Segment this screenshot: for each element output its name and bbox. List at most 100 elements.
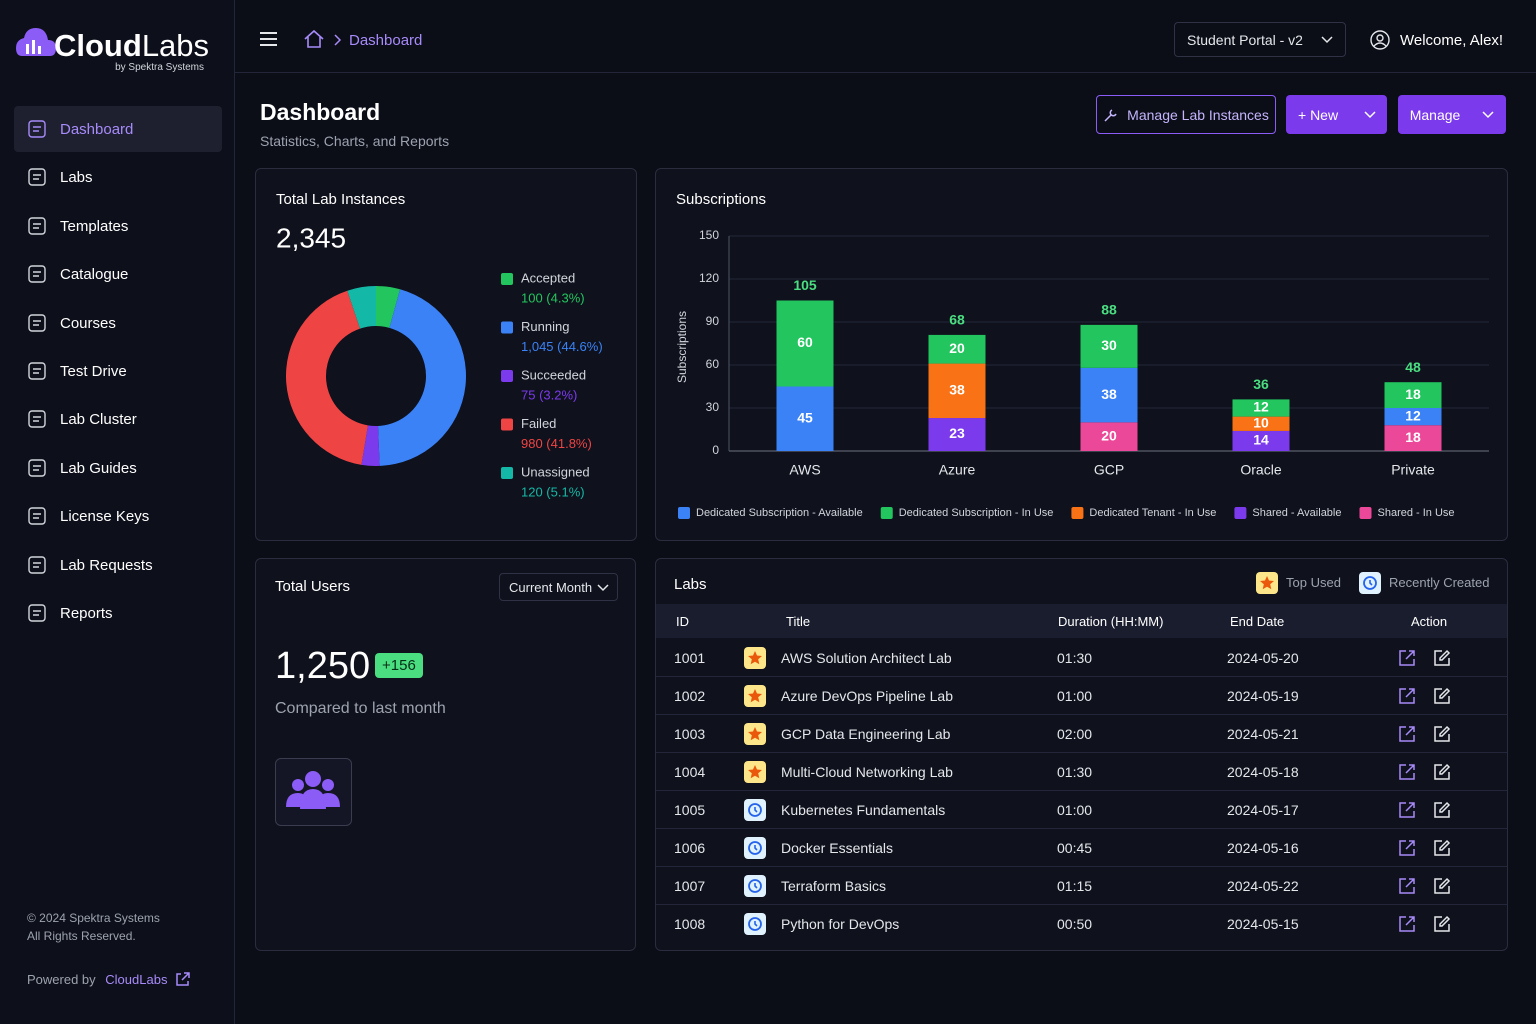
cell: 2024-05-16 bbox=[1227, 840, 1299, 856]
open-action[interactable] bbox=[1398, 763, 1416, 781]
open-action[interactable] bbox=[1398, 877, 1416, 895]
donut-chart: Total Lab Instances 2,345 Accepted 100 (4… bbox=[276, 191, 603, 499]
y-tick-label: 120 bbox=[699, 271, 719, 285]
segment-label: 38 bbox=[1101, 386, 1117, 402]
icon-shape bbox=[1434, 839, 1451, 856]
icon-shape bbox=[1260, 576, 1274, 590]
cell: 2024-05-15 bbox=[1227, 916, 1299, 932]
total-label: 48 bbox=[1405, 359, 1421, 375]
legend-value: 120 (5.1%) bbox=[521, 484, 585, 499]
nav-item[interactable]: Labs bbox=[14, 154, 222, 200]
table-row[interactable]: 1004 Multi-Cloud Networking Lab 01:30 2024-… bbox=[656, 753, 1507, 791]
icon-shape bbox=[1369, 580, 1373, 586]
logo: CloudLabs bbox=[54, 28, 209, 64]
table-row[interactable]: 1003 GCP Data Engineering Lab 02:00 2024-05… bbox=[656, 715, 1507, 753]
table-row[interactable]: 1008 Python for DevOps 00:50 2024-05-15 bbox=[656, 905, 1507, 943]
nav-label: Lab Requests bbox=[60, 556, 153, 574]
menu-icon[interactable] bbox=[259, 30, 279, 48]
recent-icon bbox=[744, 875, 766, 897]
open-action[interactable] bbox=[1398, 725, 1416, 743]
manage-instances-button[interactable]: Manage Lab Instances bbox=[1096, 95, 1276, 134]
icon-shape bbox=[28, 120, 46, 138]
nav-item[interactable]: Catalogue bbox=[14, 251, 222, 297]
table-row[interactable]: 1005 Kubernetes Fundamentals 01:00 2024-05-… bbox=[656, 791, 1507, 829]
cell: Multi-Cloud Networking Lab bbox=[781, 764, 953, 780]
star-icon bbox=[744, 761, 766, 783]
cell: 1005 bbox=[674, 802, 706, 818]
star-icon bbox=[744, 647, 766, 669]
total-label: 105 bbox=[793, 277, 817, 293]
icon-shape bbox=[28, 410, 46, 429]
legend-label: Unassigned bbox=[521, 464, 590, 479]
open-action[interactable] bbox=[1398, 649, 1416, 667]
user-icon[interactable] bbox=[1370, 30, 1390, 50]
legend-swatch bbox=[501, 418, 513, 431]
legend-value: 1,045 (44.6%) bbox=[521, 339, 603, 354]
powered-link[interactable]: CloudLabs bbox=[105, 972, 168, 987]
bar-segment bbox=[1080, 422, 1138, 451]
edit-action[interactable] bbox=[1433, 877, 1451, 895]
edit-action[interactable] bbox=[1433, 763, 1451, 781]
nav-item[interactable]: Courses bbox=[14, 300, 222, 346]
icon-shape bbox=[1434, 763, 1451, 780]
wrench-icon bbox=[1104, 108, 1117, 122]
nav-icon bbox=[28, 410, 46, 429]
table-row[interactable]: 1001 AWS Solution Architect Lab 01:30 2024-… bbox=[656, 639, 1507, 677]
open-action[interactable] bbox=[1398, 687, 1416, 705]
icon-shape bbox=[748, 803, 762, 817]
legend-label: Dedicated Subscription - In Use bbox=[899, 507, 1054, 519]
nav-item[interactable]: Lab Requests bbox=[14, 542, 222, 588]
edit-action[interactable] bbox=[1433, 687, 1451, 705]
user-count: 1,250 bbox=[275, 645, 371, 687]
nav-item[interactable]: Lab Guides bbox=[14, 445, 222, 491]
icon-shape bbox=[748, 689, 762, 703]
external-icon bbox=[176, 972, 190, 986]
table-row[interactable]: 1002 Azure DevOps Pipeline Lab 01:00 2024-0… bbox=[656, 677, 1507, 715]
icon-shape bbox=[33, 465, 41, 471]
legend-label: Dedicated Tenant - In Use bbox=[1089, 507, 1216, 519]
edit-action[interactable] bbox=[1433, 915, 1451, 933]
icon-shape bbox=[754, 921, 758, 927]
period-select[interactable]: Current Month bbox=[499, 573, 618, 601]
manage-button[interactable]: Manage bbox=[1398, 95, 1506, 134]
cell: Python for DevOps bbox=[781, 916, 900, 932]
nav-label: Test Drive bbox=[60, 363, 127, 380]
nav-item[interactable]: Dashboard bbox=[14, 106, 222, 152]
open-action[interactable] bbox=[1398, 915, 1416, 933]
table-row[interactable]: 1007 Terraform Basics 01:15 2024-05-22 bbox=[656, 867, 1507, 905]
bar-segment bbox=[1384, 425, 1442, 451]
edit-action[interactable] bbox=[1433, 839, 1451, 857]
instances-card: Total Lab Instances 2,345 Accepted 100 (4… bbox=[255, 168, 637, 541]
recent-icon bbox=[744, 799, 766, 821]
edit-action[interactable] bbox=[1433, 649, 1451, 667]
nav-label: Reports bbox=[60, 605, 113, 622]
icon-shape bbox=[28, 507, 46, 525]
open-action[interactable] bbox=[1398, 801, 1416, 819]
cell: 2024-05-20 bbox=[1227, 650, 1299, 666]
home-icon[interactable] bbox=[303, 29, 325, 49]
segment-label: 14 bbox=[1253, 432, 1269, 448]
icon-shape bbox=[1434, 801, 1451, 818]
cell: 2024-05-22 bbox=[1227, 878, 1299, 894]
nav-label: Lab Cluster bbox=[60, 411, 137, 429]
y-tick-label: 30 bbox=[706, 400, 720, 414]
breadcrumb[interactable]: Dashboard bbox=[349, 32, 423, 49]
edit-action[interactable] bbox=[1433, 801, 1451, 819]
nav-item[interactable]: Lab Cluster bbox=[14, 396, 222, 442]
new-button[interactable]: + New bbox=[1286, 95, 1387, 134]
cell: Terraform Basics bbox=[781, 878, 887, 894]
table-row[interactable]: 1006 Docker Essentials 00:45 2024-05-16 bbox=[656, 829, 1507, 867]
welcome: Welcome, Alex! bbox=[1400, 32, 1504, 49]
nav-item[interactable]: Templates bbox=[14, 203, 222, 249]
open-action[interactable] bbox=[1398, 839, 1416, 857]
icon-shape bbox=[1399, 764, 1415, 780]
nav-item[interactable]: Reports bbox=[14, 590, 222, 636]
segment-label: 60 bbox=[797, 334, 813, 350]
nav-item[interactable]: License Keys bbox=[14, 493, 222, 539]
icon-shape bbox=[28, 313, 46, 332]
nav-item[interactable]: Test Drive bbox=[14, 348, 222, 394]
edit-action[interactable] bbox=[1433, 725, 1451, 743]
bar-segment bbox=[1384, 408, 1442, 426]
portal-select[interactable]: Student Portal - v2 bbox=[1174, 22, 1346, 57]
